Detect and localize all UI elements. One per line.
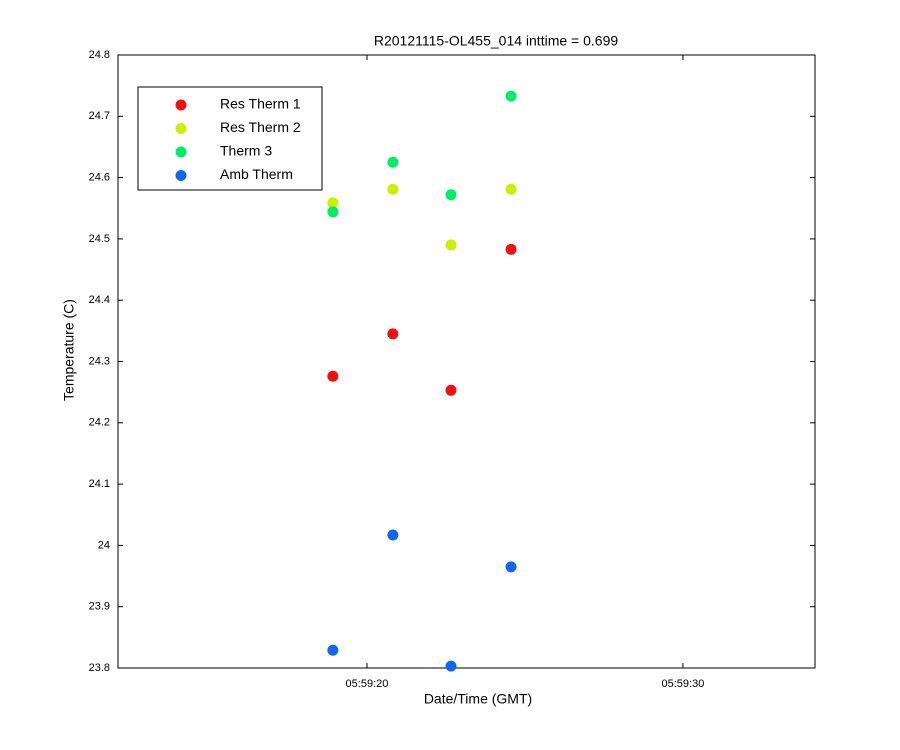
point: [445, 384, 457, 396]
point: [327, 644, 339, 656]
x-axis-label: Date/Time (GMT): [424, 691, 532, 707]
point: [387, 156, 399, 168]
point: [445, 660, 457, 672]
point: [445, 239, 457, 251]
point: [505, 561, 517, 573]
y-tick-label: 24.4: [89, 294, 110, 306]
point: [505, 90, 517, 102]
point: [327, 197, 339, 209]
chart-title: R20121115-OL455_014 inttime = 0.699: [374, 33, 618, 49]
point: [387, 328, 399, 340]
legend-label: Res Therm 2: [220, 119, 301, 135]
legend-label: Amb Therm: [220, 166, 293, 182]
point: [327, 370, 339, 382]
y-tick-label: 24: [98, 539, 110, 551]
point: [387, 529, 399, 541]
y-tick-label: 24.6: [89, 172, 110, 184]
legend-marker: [175, 170, 187, 181]
point: [327, 206, 339, 218]
legend-label: Therm 3: [220, 143, 272, 159]
y-tick-label: 23.8: [89, 662, 110, 674]
y-tick-label: 24.2: [89, 417, 110, 429]
legend-marker: [175, 146, 187, 158]
y-tick-label: 24.8: [89, 49, 110, 61]
point: [505, 183, 517, 195]
point: [387, 183, 399, 195]
y-tick-label: 23.9: [89, 601, 110, 613]
x-tick-label: 05:59:30: [662, 678, 705, 690]
x-tick-label: 05:59:20: [346, 678, 389, 690]
legend-marker: [175, 99, 187, 111]
legend-label: Res Therm 1: [220, 96, 301, 112]
point: [445, 189, 457, 201]
y-tick-label: 24.7: [89, 110, 110, 122]
y-tick-label: 24.1: [89, 478, 110, 490]
y-tick-label: 24.3: [89, 355, 110, 367]
y-axis-label: Temperature (C): [61, 299, 77, 401]
legend-marker: [175, 123, 187, 134]
legend-box: [137, 86, 323, 191]
point: [505, 243, 517, 255]
y-tick-label: 24.5: [89, 233, 110, 245]
